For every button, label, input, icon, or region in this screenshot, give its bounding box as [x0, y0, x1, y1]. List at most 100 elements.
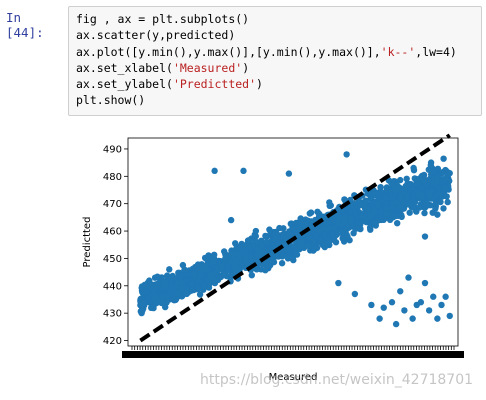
scatter-point	[311, 245, 319, 252]
scatter-point	[444, 198, 451, 206]
scatter-point	[394, 220, 401, 227]
outlier-point	[376, 315, 383, 322]
scatter-point	[383, 204, 390, 211]
y-tick-label: 460	[103, 227, 122, 238]
outlier-point	[434, 211, 441, 218]
scatter-point	[231, 262, 238, 269]
scatter-point	[404, 193, 411, 200]
code-text: ax.plot([y.min(),y.max()],[y.min(),y.max…	[76, 44, 381, 59]
scatter-point	[218, 263, 225, 271]
scatter-point	[321, 242, 328, 249]
outlier-point	[351, 290, 359, 298]
scatter-point	[407, 181, 414, 188]
scatter-point	[440, 205, 447, 212]
scatter-point	[293, 244, 300, 251]
scatter-point	[446, 170, 453, 177]
code-editor[interactable]: fig , ax = plt.subplots() ax.scatter(y,pr…	[69, 7, 481, 113]
code-cell[interactable]: fig , ax = plt.subplots() ax.scatter(y,pr…	[68, 6, 482, 116]
code-text: )	[242, 60, 250, 75]
code-text: ax.scatter(y,predicted)	[76, 28, 236, 43]
scatter-point	[436, 190, 443, 198]
y-axis-label: Predictted	[82, 217, 93, 268]
scatter-point	[213, 268, 220, 276]
scatter-point	[366, 224, 374, 231]
reference-line-group	[139, 133, 451, 343]
scatter-point	[429, 168, 437, 175]
scatter-point	[326, 224, 333, 231]
outlier-point	[178, 285, 185, 292]
scatter-point	[357, 201, 364, 209]
scatter-point	[355, 225, 363, 232]
scatter-point	[285, 233, 293, 240]
scatter-point	[290, 225, 297, 232]
scatter-point	[345, 222, 352, 229]
scatter-point	[220, 271, 227, 278]
cell-prompt: In [44]:	[6, 10, 44, 40]
scatter-point	[362, 197, 369, 204]
code-string: 'Measured'	[172, 60, 243, 75]
scatter-point	[401, 185, 408, 192]
cell-output: 420 430 440 450 460 470 480 490 Measured Predic…	[76, 128, 476, 396]
scatter-point	[326, 238, 333, 245]
scatter-point	[197, 268, 204, 275]
outlier-point	[388, 299, 396, 306]
scatter-point	[200, 282, 208, 290]
y-tick-label: 470	[103, 199, 122, 210]
scatter-point	[177, 274, 185, 281]
scatter-point	[138, 309, 145, 317]
scatter-point	[139, 305, 146, 312]
scatter-point	[278, 260, 286, 267]
code-text: plt.show()	[76, 93, 146, 108]
scatter-point	[183, 290, 190, 298]
scatter-point	[348, 217, 356, 224]
outlier-point	[430, 293, 437, 300]
outlier-point	[417, 299, 425, 306]
outlier-point	[227, 216, 235, 224]
scatter-point	[405, 200, 412, 207]
scatter-point	[178, 279, 186, 287]
scatter-point	[374, 217, 382, 224]
scatter-point	[382, 211, 389, 218]
scatter-point	[266, 226, 273, 233]
scatter-point	[162, 278, 169, 285]
y-tick-label: 430	[103, 309, 122, 320]
scatter-point	[149, 281, 156, 288]
scatter-point	[232, 257, 239, 265]
scatter-point	[411, 175, 418, 182]
scatter-point	[164, 293, 172, 301]
scatter-point	[377, 184, 384, 191]
scatter-point	[388, 179, 395, 187]
code-string: 'k--'	[380, 44, 416, 59]
outlier-point	[343, 151, 350, 158]
scatter-point	[293, 251, 301, 258]
scatter-point	[241, 242, 248, 250]
scatter-point	[210, 258, 217, 265]
scatter-point	[297, 215, 304, 222]
scatter-point	[272, 252, 279, 259]
x-axis-label: Measured	[269, 372, 318, 383]
y-tick-label: 420	[103, 336, 122, 347]
scatter-point	[326, 199, 333, 206]
outlier-point	[166, 266, 173, 273]
scatter-point	[247, 252, 254, 259]
watermark: https://blog.csdn.net/weixin_42718701	[200, 372, 474, 388]
scatter-point	[181, 266, 188, 273]
code-text: ,lw=4)	[415, 44, 457, 59]
scatter-point	[375, 202, 382, 209]
scatter-point	[397, 204, 404, 211]
scatter-point	[394, 212, 402, 219]
scatter-point	[372, 191, 379, 198]
scatter-point	[195, 285, 202, 292]
scatter-point	[329, 230, 336, 237]
scatter-point	[154, 273, 161, 280]
scatter-point	[410, 164, 417, 172]
scatter-point	[171, 295, 178, 303]
outlier-point	[442, 293, 449, 300]
scatter-point	[196, 261, 204, 268]
scatter-point	[252, 233, 259, 240]
outlier-point	[421, 279, 429, 287]
scatter-point	[305, 242, 312, 250]
scatter-point	[158, 299, 165, 307]
scatter-point	[272, 230, 279, 237]
scatter-point	[276, 224, 283, 232]
